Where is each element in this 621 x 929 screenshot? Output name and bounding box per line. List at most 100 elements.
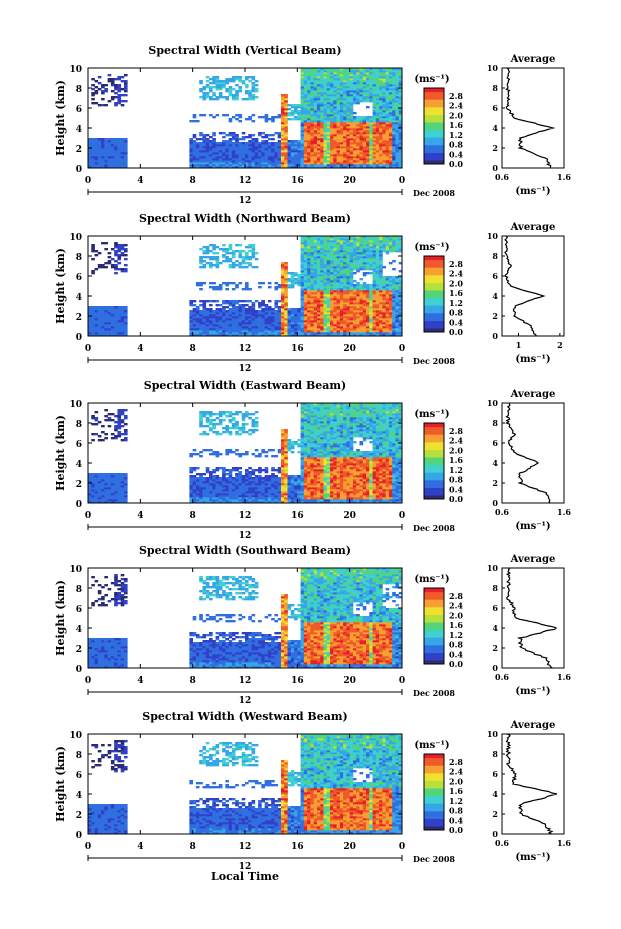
heatmap-cell — [258, 312, 262, 315]
heatmap-cell — [248, 146, 252, 149]
heatmap-cell — [189, 150, 194, 153]
heatmap-cell — [323, 284, 328, 287]
heatmap-cell — [117, 86, 122, 89]
heatmap-cell — [366, 136, 370, 139]
heatmap-cell — [248, 300, 252, 303]
heatmap-cell — [385, 162, 390, 165]
heatmap-cell — [287, 154, 292, 157]
heatmap-cell — [356, 96, 360, 99]
heatmap-cell — [349, 70, 354, 73]
heatmap-cell — [209, 78, 213, 81]
heatmap-cell — [300, 128, 305, 131]
heatmap-cell — [209, 318, 213, 321]
heatmap-cell — [123, 158, 128, 161]
heatmap-cell — [248, 288, 252, 291]
heatmap-cell — [372, 138, 377, 141]
heatmap-cell — [333, 112, 337, 115]
heatmap-cell — [189, 120, 194, 123]
heatmap-cell — [359, 100, 364, 103]
heatmap-cell — [398, 156, 403, 159]
heatmap-cell — [88, 306, 92, 309]
heatmap-cell — [336, 256, 341, 259]
heatmap-cell — [284, 292, 288, 295]
heatmap-cell — [245, 156, 249, 159]
heatmap-cell — [313, 82, 318, 85]
heatmap-cell — [225, 164, 229, 167]
heatmap-cell — [343, 126, 347, 129]
heatmap-cell — [235, 250, 239, 253]
heatmap-cell — [339, 154, 344, 157]
heatmap-cell — [228, 332, 233, 335]
heatmap-cell — [202, 138, 207, 141]
heatmap-cell — [385, 310, 390, 313]
heatmap-cell — [382, 70, 386, 73]
heatmap-cell — [110, 96, 115, 99]
heatmap-cell — [398, 90, 403, 93]
heatmap-cell — [372, 114, 377, 117]
heatmap-cell — [120, 332, 125, 335]
heatmap-cell — [336, 314, 341, 317]
heatmap-cell — [107, 138, 112, 141]
heatmap-cell — [359, 310, 364, 313]
heatmap-cell — [359, 144, 364, 147]
heatmap-cell — [352, 294, 357, 297]
heatmap-cell — [359, 134, 364, 137]
heatmap-cell — [284, 144, 288, 147]
heatmap-cell — [107, 164, 112, 167]
heatmap-cell — [231, 318, 236, 321]
heatmap-cell — [287, 272, 292, 275]
heatmap-cell — [251, 318, 256, 321]
heatmap-cell — [202, 94, 207, 97]
heatmap-cell — [336, 274, 341, 277]
heatmap-cell — [97, 316, 102, 319]
heatmap-cell — [307, 248, 311, 251]
heatmap-cell — [379, 262, 383, 265]
heatmap-cell — [254, 142, 259, 145]
heatmap-cell — [336, 242, 341, 245]
heatmap-cell — [388, 304, 393, 307]
heatmap-cell — [205, 144, 210, 147]
heatmap-cell — [91, 164, 95, 167]
heatmap-cell — [356, 88, 360, 91]
heatmap-cell — [290, 316, 295, 319]
heatmap-cell — [123, 312, 128, 315]
heatmap-cell — [294, 274, 298, 277]
heatmap-cell — [379, 72, 383, 75]
heatmap-cell — [267, 156, 272, 159]
heatmap-cell — [245, 164, 249, 167]
heatmap-cell — [382, 112, 386, 115]
heatmap-cell — [195, 312, 200, 315]
colorbar-segment — [424, 88, 444, 91]
heatmap-cell — [245, 310, 249, 313]
heatmap-cell — [91, 250, 95, 253]
heatmap-cell — [303, 132, 308, 135]
x-tick-label: 0 — [399, 176, 405, 186]
heatmap-cell — [326, 264, 331, 267]
heatmap-cell — [209, 162, 213, 165]
heatmap-cell — [307, 136, 311, 139]
heatmap-cell — [343, 148, 347, 151]
heatmap-cell — [379, 304, 383, 307]
heatmap-cell — [339, 298, 344, 301]
heatmap-cell — [107, 140, 112, 143]
heatmap-cell — [114, 326, 118, 329]
heatmap-cell — [94, 326, 99, 329]
heatmap-cell — [202, 160, 207, 163]
heatmap-cell — [359, 236, 364, 239]
heatmap-cell — [313, 270, 318, 273]
heatmap-cell — [398, 142, 403, 145]
heatmap-cell — [382, 322, 386, 325]
heatmap-cell — [330, 146, 334, 149]
heatmap-cell — [392, 76, 396, 79]
heatmap-cell — [307, 296, 311, 299]
heatmap-cell — [320, 126, 324, 129]
heatmap-cell — [307, 302, 311, 305]
heatmap-cell — [326, 108, 331, 111]
heatmap-cell — [245, 286, 249, 289]
heatmap-cell — [248, 310, 252, 313]
heatmap-cell — [398, 136, 403, 139]
heatmap-cell — [228, 140, 233, 143]
heatmap-cell — [316, 164, 321, 167]
heatmap-cell — [385, 112, 390, 115]
heatmap-cell — [313, 108, 318, 111]
